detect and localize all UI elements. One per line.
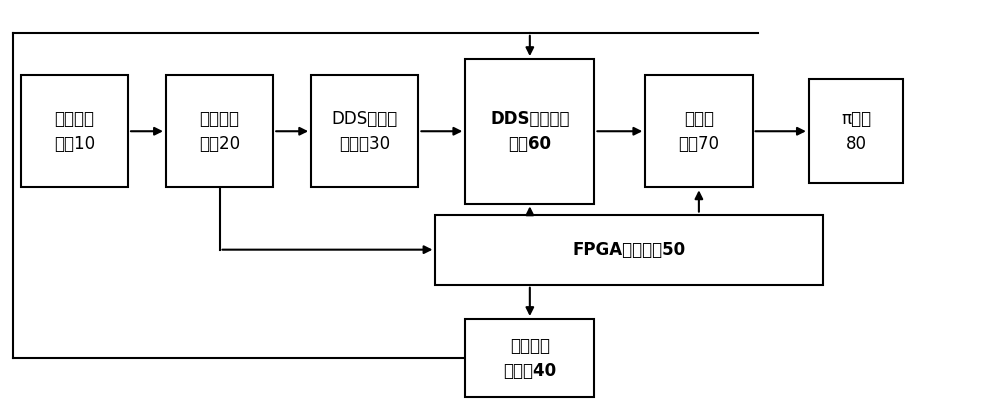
FancyBboxPatch shape: [465, 319, 594, 397]
FancyBboxPatch shape: [166, 75, 273, 188]
Text: 时钟分配
电路20: 时钟分配 电路20: [199, 110, 240, 153]
Text: DDS时钟产
生电路30: DDS时钟产 生电路30: [332, 110, 398, 153]
FancyBboxPatch shape: [21, 75, 128, 188]
Text: 上变频本
振电路40: 上变频本 振电路40: [503, 337, 556, 380]
Text: 程控衰
减器70: 程控衰 减器70: [678, 110, 719, 153]
Text: π网络
80: π网络 80: [841, 110, 871, 153]
Text: DDS频率合成
电路60: DDS频率合成 电路60: [490, 110, 570, 153]
Text: FPGA控制电路50: FPGA控制电路50: [573, 241, 686, 259]
FancyBboxPatch shape: [809, 79, 903, 184]
FancyBboxPatch shape: [311, 75, 418, 188]
FancyBboxPatch shape: [435, 214, 823, 285]
FancyBboxPatch shape: [465, 59, 594, 203]
FancyBboxPatch shape: [645, 75, 753, 188]
Text: 恒温压控
晶振10: 恒温压控 晶振10: [54, 110, 95, 153]
